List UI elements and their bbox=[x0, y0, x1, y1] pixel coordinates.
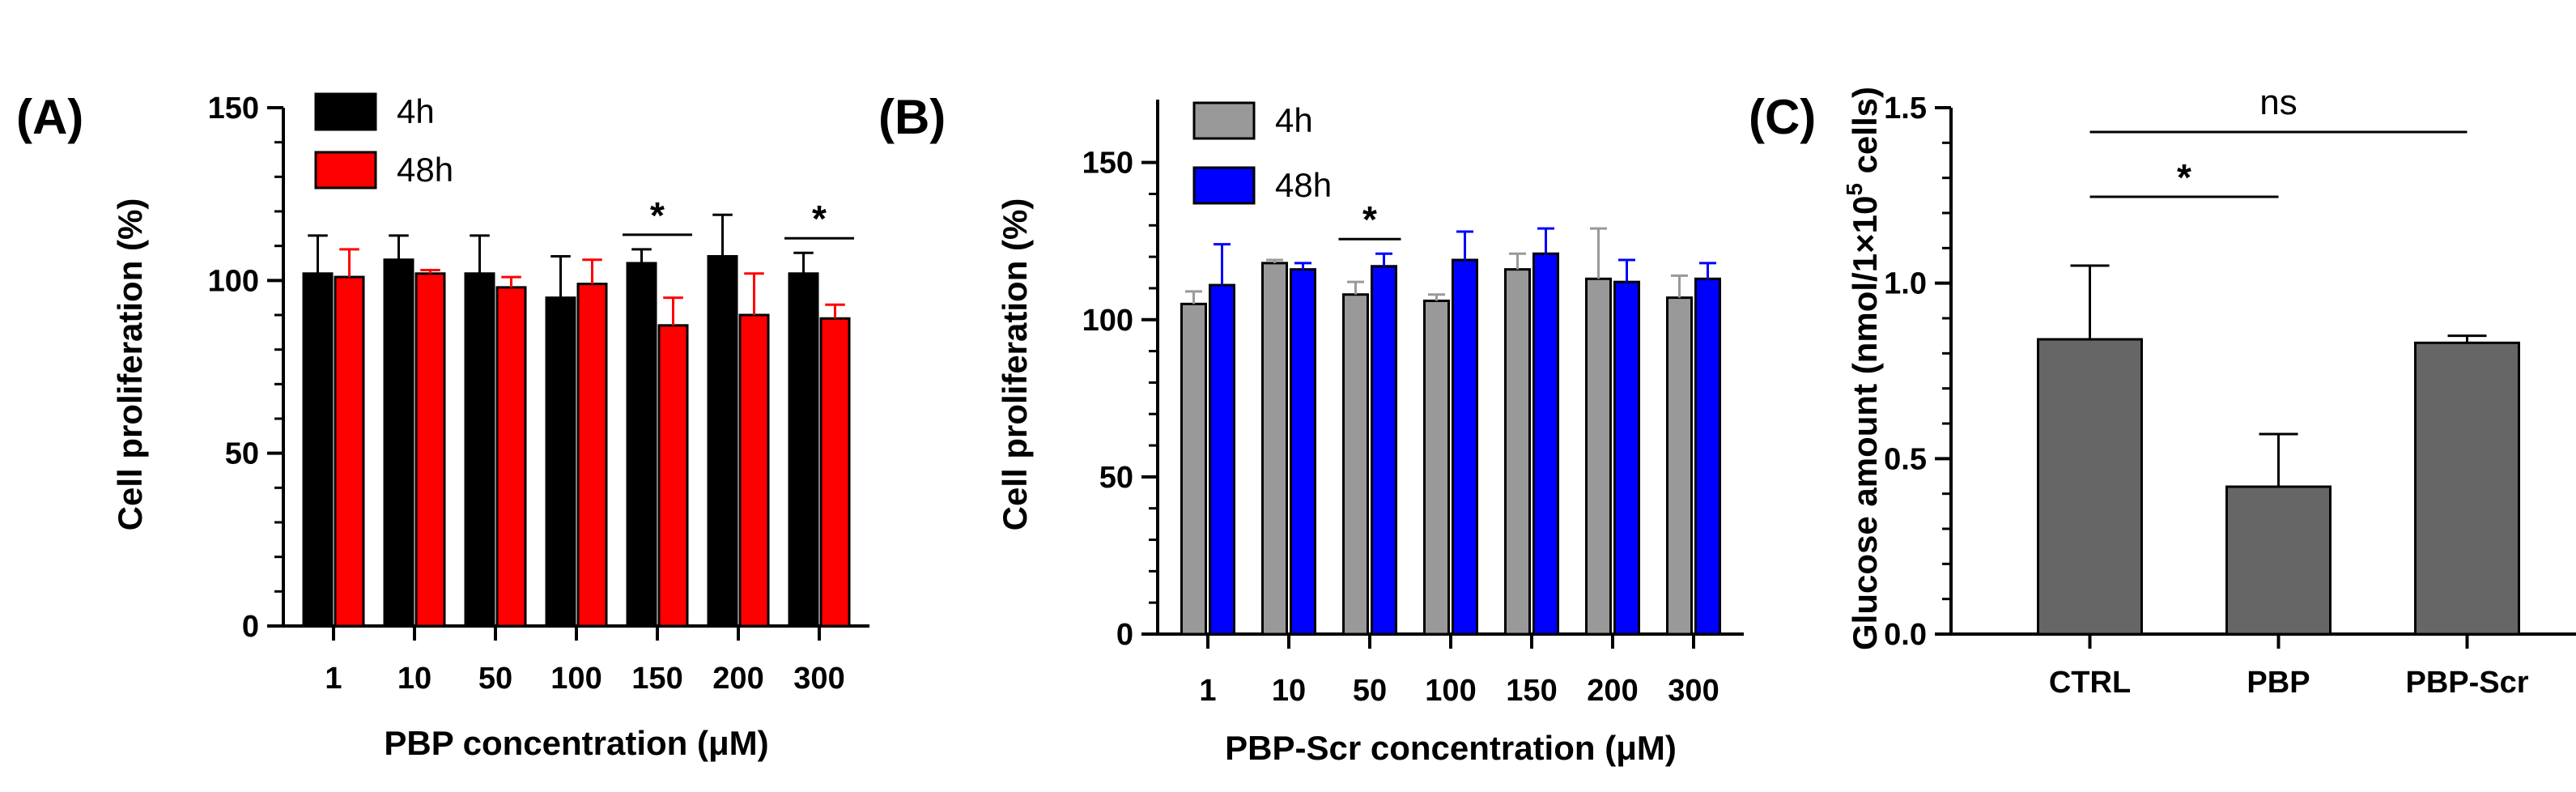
panel2-y-tick-label: 0 bbox=[1116, 618, 1133, 652]
panel2-label: (B) bbox=[878, 90, 946, 144]
panel3-x-tick-label: PBP bbox=[2247, 666, 2310, 700]
panel1-bar bbox=[545, 296, 576, 628]
panel2-bar bbox=[1423, 299, 1450, 636]
panel2-bar bbox=[1613, 280, 1640, 636]
panel3-x-tick-label: PBP-Scr bbox=[2405, 666, 2528, 700]
panel1-significance-mark: * bbox=[812, 198, 827, 240]
panel1-bar bbox=[334, 275, 365, 628]
panel2-legend-swatch bbox=[1192, 101, 1256, 140]
panel2-x-tick-label: 150 bbox=[1506, 674, 1557, 708]
panel1-y-tick-label: 100 bbox=[208, 264, 259, 298]
panel2-legend-swatch bbox=[1192, 166, 1256, 205]
panel2-y-title: Cell proliferation (%) bbox=[996, 198, 1034, 531]
panel2-bar bbox=[1532, 252, 1559, 636]
panel1-bar bbox=[414, 272, 446, 628]
panel2-bar bbox=[1585, 277, 1612, 636]
panel2-y-tick-label: 100 bbox=[1082, 304, 1133, 338]
panel1-x-tick-label: 300 bbox=[793, 662, 844, 696]
panel2-y-tick-label: 50 bbox=[1099, 461, 1133, 495]
panel1-legend-swatch bbox=[314, 151, 377, 189]
panel1-bar bbox=[788, 272, 819, 628]
panel3-bar bbox=[2414, 341, 2520, 636]
panel1-x-tick-label: 100 bbox=[550, 662, 601, 696]
panel1-y-tick-label: 0 bbox=[242, 610, 259, 644]
panel1-bar bbox=[302, 272, 334, 628]
panel3-y-tick-label: 1.0 bbox=[1884, 267, 1927, 301]
panel2-x-tick-label: 100 bbox=[1425, 674, 1476, 708]
panel1-bar bbox=[738, 313, 770, 628]
panel1-bar bbox=[495, 286, 527, 628]
panel2-x-tick-label: 50 bbox=[1353, 674, 1387, 708]
panel1-x-tick-label: 200 bbox=[712, 662, 763, 696]
panel2-significance-mark: * bbox=[1362, 198, 1377, 241]
panel2-x-title: PBP-Scr concentration (μM) bbox=[1225, 729, 1677, 767]
panel2-bar bbox=[1371, 265, 1397, 636]
panel1-y-title: Cell proliferation (%) bbox=[111, 198, 149, 531]
panel1-bar bbox=[464, 272, 495, 628]
panel2-bar bbox=[1342, 293, 1369, 636]
panel3-comparison-mark: ns bbox=[2259, 83, 2297, 122]
panel2-x-tick-label: 300 bbox=[1668, 674, 1719, 708]
panel1-x-tick-label: 50 bbox=[478, 662, 512, 696]
panel2-bar bbox=[1452, 258, 1478, 636]
panel3-y-tick-label: 1.5 bbox=[1884, 92, 1927, 126]
panel1-legend-swatch bbox=[314, 92, 377, 131]
panel1-bar bbox=[657, 324, 689, 628]
panel1-significance-mark: * bbox=[650, 194, 665, 236]
panel1-x-tick-label: 10 bbox=[397, 662, 431, 696]
panel1-label: (A) bbox=[16, 90, 83, 144]
panel2-legend-label: 4h bbox=[1275, 101, 1313, 139]
panel3-y-tick-label: 0.5 bbox=[1884, 442, 1927, 476]
panel2-bar bbox=[1694, 277, 1721, 636]
panel1-bar bbox=[707, 254, 738, 628]
panel3-x-tick-label: CTRL bbox=[2049, 666, 2131, 700]
panel3-bar bbox=[2225, 485, 2332, 636]
panel1-legend-label: 48h bbox=[397, 151, 453, 189]
panel1-legend-label: 4h bbox=[397, 92, 435, 130]
panel2-bar bbox=[1209, 283, 1235, 636]
panel1-x-tick-label: 150 bbox=[631, 662, 682, 696]
panel2-bar bbox=[1666, 296, 1693, 636]
panel1-x-tick-label: 1 bbox=[325, 662, 342, 696]
panel2-x-tick-label: 200 bbox=[1587, 674, 1638, 708]
panel2-bar bbox=[1290, 268, 1316, 636]
panel1-y-tick-label: 150 bbox=[208, 92, 259, 126]
panel2-legend-label: 48h bbox=[1275, 166, 1332, 204]
panel2-y-tick-label: 150 bbox=[1082, 147, 1133, 181]
panel1-bar bbox=[576, 283, 608, 628]
panel1-bar bbox=[383, 258, 414, 628]
panel2-x-tick-label: 1 bbox=[1199, 674, 1216, 708]
panel1-x-title: PBP concentration (μM) bbox=[384, 724, 768, 762]
panel1-bar bbox=[626, 262, 657, 628]
panel1-y-tick-label: 50 bbox=[225, 437, 259, 471]
panel2-bar bbox=[1180, 302, 1207, 636]
panel3-y-title: Glucose amount (nmol/1×105 cells) bbox=[1842, 87, 1884, 650]
panel3-comparison-mark: * bbox=[2177, 156, 2191, 198]
panel2-x-tick-label: 10 bbox=[1272, 674, 1306, 708]
panel2-bar bbox=[1504, 268, 1531, 636]
panel3-bar bbox=[2037, 338, 2143, 636]
panel2-bar bbox=[1261, 262, 1288, 636]
panel3-y-tick-label: 0.0 bbox=[1884, 618, 1927, 652]
panel1-bar bbox=[819, 317, 851, 628]
panel3-label: (C) bbox=[1749, 90, 1816, 144]
